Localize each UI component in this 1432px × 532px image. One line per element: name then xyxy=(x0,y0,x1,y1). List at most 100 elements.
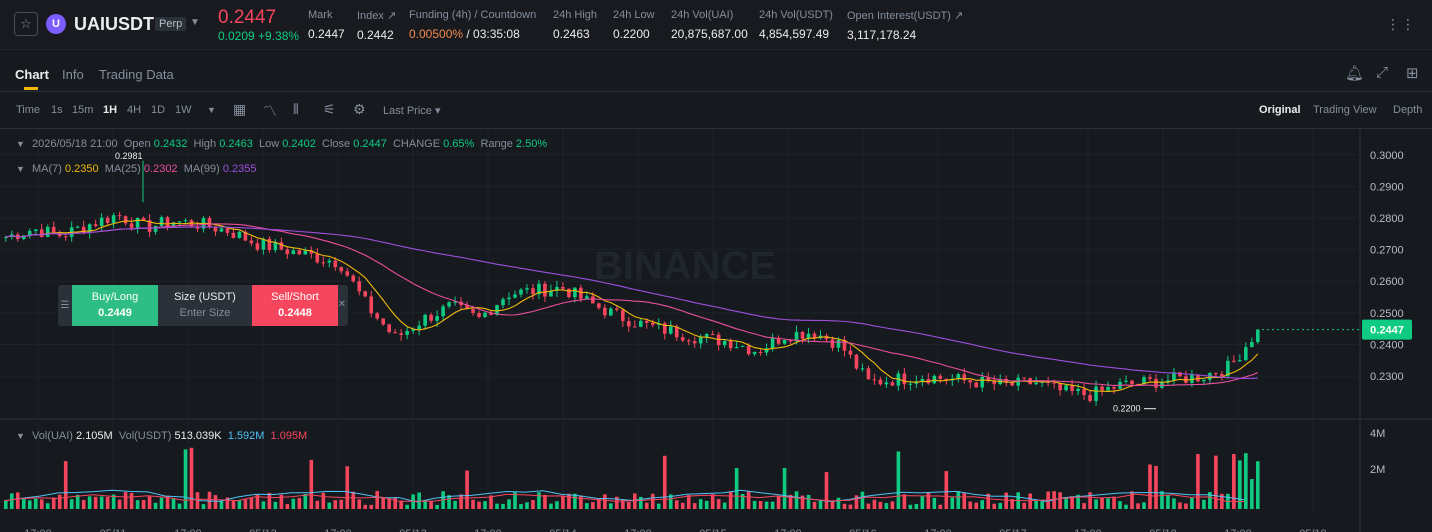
price-type-select[interactable]: Last Price ▾ xyxy=(383,105,441,117)
y-tick-label: 0.2900 xyxy=(1370,181,1404,193)
candlestick-chart[interactable]: BINANCE 0.30000.29000.28000.27000.26000.… xyxy=(0,129,1432,532)
volume-bar xyxy=(141,500,146,509)
last-price: 0.2447 xyxy=(218,7,277,28)
layout-grid-icon[interactable]: ⊞ xyxy=(1406,65,1419,82)
calendar-icon[interactable]: ▦ xyxy=(233,101,247,117)
sell-short-button[interactable]: Sell/Short 0.2448 xyxy=(252,285,338,326)
stat-funding: Funding (4h) / Countdown 0.00500% / 03:3… xyxy=(409,9,536,41)
candle-body xyxy=(932,375,937,384)
settings-sliders-icon[interactable]: ⚟ xyxy=(323,101,336,117)
more-options-icon[interactable]: ⋮⋮ xyxy=(1386,16,1416,32)
candle-body xyxy=(573,287,577,298)
candle-body xyxy=(1166,380,1170,383)
ohlc-legend: ▼ 2026/05/18 21:00 Open 0.2432 High 0.24… xyxy=(16,138,547,150)
volume-bar xyxy=(1106,498,1110,509)
candle-body xyxy=(615,308,619,310)
candle-body xyxy=(129,223,134,228)
volume-bar xyxy=(968,501,973,509)
interval-dropdown-icon[interactable]: ▼ xyxy=(207,105,216,115)
candle-body xyxy=(968,380,973,383)
interval-4h[interactable]: 4H xyxy=(127,104,142,116)
volume-bar xyxy=(1244,453,1248,509)
volume-bar xyxy=(782,467,787,509)
collapse-chevron-icon[interactable]: ▼ xyxy=(16,139,25,149)
candle-body xyxy=(261,238,266,250)
symbol-dropdown-icon[interactable]: ▼ xyxy=(190,17,200,28)
volume-bar xyxy=(764,501,769,509)
volume-bar xyxy=(656,503,661,509)
interval-1h[interactable]: 1H xyxy=(103,104,118,116)
ma25-value: 0.2302 xyxy=(143,163,178,175)
legend-date: 2026/05/18 21:00 xyxy=(31,138,118,150)
candle-type-icon[interactable]: ⫴ xyxy=(293,101,299,117)
ma-legend: ▼ MA(7) 0.2350 MA(25) 0.2302 MA(99) 0.23… xyxy=(16,163,256,175)
volume-bar xyxy=(686,495,691,509)
stat-label: 24h High xyxy=(553,9,598,21)
symbol-name[interactable]: UAIUSDT xyxy=(74,14,154,34)
volume-bar xyxy=(680,502,685,509)
drag-handle-icon[interactable]: ☰ xyxy=(60,300,70,311)
interval-time[interactable]: Time xyxy=(16,104,41,116)
tab-trading-data[interactable]: Trading Data xyxy=(99,67,174,82)
volume-bar xyxy=(609,503,613,509)
x-tick-label: 17:00 xyxy=(474,528,502,532)
view-trading-view[interactable]: Trading View xyxy=(1313,104,1377,116)
tab-chart[interactable]: Chart xyxy=(15,67,49,82)
candle-body xyxy=(908,383,913,385)
candle-body xyxy=(399,333,403,335)
candle-body xyxy=(704,334,709,338)
size-input[interactable]: Size (USDT) Enter Size xyxy=(158,285,252,326)
view-original[interactable]: Original xyxy=(1259,104,1301,116)
interval-1s[interactable]: 1s xyxy=(51,104,63,116)
buy-price: 0.2449 xyxy=(98,307,132,319)
collapse-chevron-icon[interactable]: ▼ xyxy=(16,164,25,174)
volume-bar xyxy=(27,500,32,509)
candle-body xyxy=(1256,329,1260,343)
volume-bar xyxy=(579,495,583,509)
candle-body xyxy=(1124,380,1128,382)
view-depth[interactable]: Depth xyxy=(1393,104,1423,116)
volume-bar xyxy=(638,496,643,509)
candle-body xyxy=(405,330,409,335)
candle-body xyxy=(99,217,104,226)
volume-bar xyxy=(471,499,475,509)
legend-low-label: Low xyxy=(258,138,280,150)
interval-15m[interactable]: 15m xyxy=(72,104,94,116)
interval-1w[interactable]: 1W xyxy=(175,104,192,116)
candle-body xyxy=(662,323,667,334)
candle-body xyxy=(974,382,979,388)
candle-body xyxy=(303,250,308,255)
candle-body xyxy=(609,308,613,316)
favorite-star-icon[interactable]: ☆ xyxy=(14,12,38,36)
volume-bar xyxy=(1124,504,1128,509)
candle-body xyxy=(165,217,170,227)
volume-bar xyxy=(231,500,236,509)
candle-body xyxy=(471,308,475,314)
alert-bell-icon[interactable]: 🔔︎ xyxy=(1345,65,1365,82)
gear-icon[interactable]: ⚙ xyxy=(353,101,366,117)
candle-body xyxy=(770,337,775,349)
close-icon[interactable]: ✕ xyxy=(337,299,346,310)
volume-bar xyxy=(345,466,350,509)
fullscreen-icon[interactable]: ⤢ xyxy=(1376,64,1389,81)
stat-open-interest[interactable]: Open Interest(USDT) ↗ 3,117,178.24 xyxy=(847,9,963,42)
quick-trade-panel: ☰ Buy/Long 0.2449 Size (USDT) Enter Size… xyxy=(58,285,348,326)
volume-bar xyxy=(1208,492,1212,509)
candle-body xyxy=(1214,373,1218,375)
buy-long-button[interactable]: Buy/Long 0.2449 xyxy=(72,285,158,326)
x-tick-label: 17:00 xyxy=(24,528,52,532)
indicator-icon[interactable]: 〽 xyxy=(263,103,277,119)
volume-bar xyxy=(1154,465,1158,509)
tab-info[interactable]: Info xyxy=(62,67,84,82)
volume-bar xyxy=(267,492,272,509)
candle-body xyxy=(45,226,50,237)
interval-1d[interactable]: 1D xyxy=(151,104,166,116)
collapse-chevron-icon[interactable]: ▼ xyxy=(16,431,25,441)
volume-bar xyxy=(561,495,565,509)
stat-index[interactable]: Index ↗ 0.2442 xyxy=(357,9,396,42)
candle-body xyxy=(267,238,272,251)
candle-body xyxy=(483,312,487,317)
candle-body xyxy=(153,225,158,232)
chart-toolbar: Time 1s 15m 1H 4H 1D 1W ▼ ▦ 〽 ⫴ ⚟ ⚙ Last… xyxy=(0,93,1432,129)
volume-bar xyxy=(597,498,601,509)
